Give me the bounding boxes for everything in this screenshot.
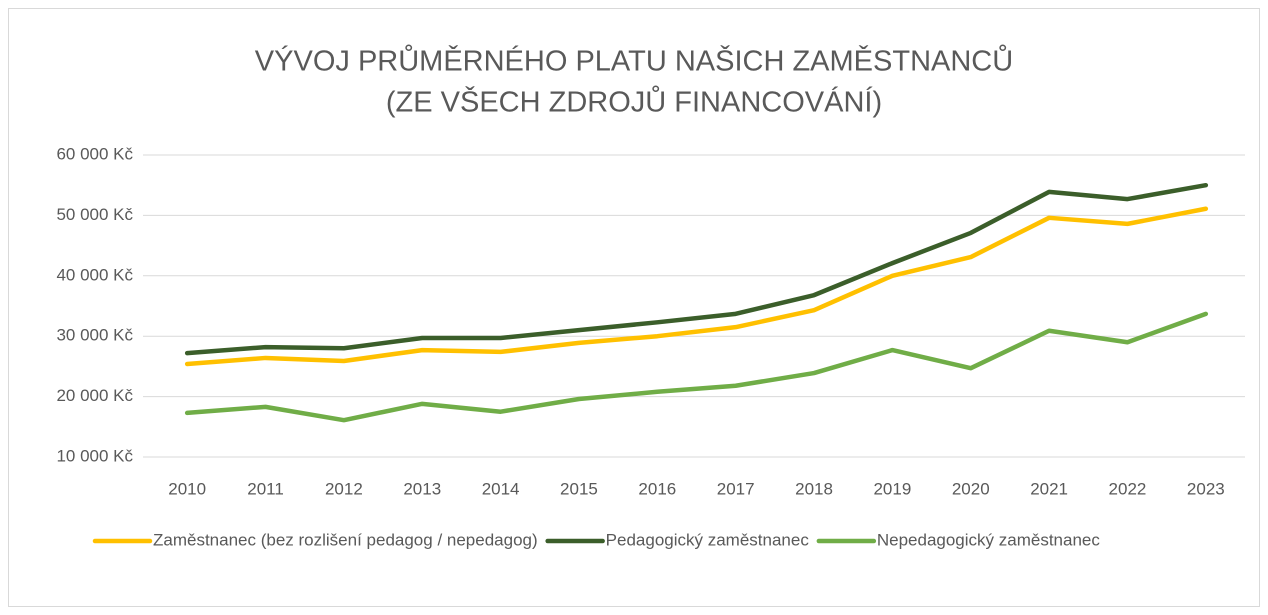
y-tick-label: 50 000 Kč <box>56 205 133 224</box>
x-tick-label: 2021 <box>1030 479 1068 498</box>
x-tick-label: 2020 <box>952 479 990 498</box>
y-tick-label: 10 000 Kč <box>56 446 133 465</box>
series-line <box>184 206 1209 367</box>
x-tick-label: 2018 <box>795 479 833 498</box>
legend-label: Zaměstnanec (bez rozlišení pedagog / nep… <box>153 530 538 549</box>
y-tick-label: 40 000 Kč <box>56 265 133 284</box>
legend-label: Nepedagogický zaměstnanec <box>877 530 1101 549</box>
x-tick-label: 2012 <box>325 479 363 498</box>
x-tick-label: 2017 <box>717 479 755 498</box>
x-tick-label: 2010 <box>168 479 206 498</box>
x-tick-label: 2023 <box>1187 479 1225 498</box>
x-tick-label: 2022 <box>1109 479 1147 498</box>
series-line <box>184 182 1209 356</box>
x-tick-label: 2019 <box>873 479 911 498</box>
chart-title: (ZE VŠECH ZDROJŮ FINANCOVÁNÍ) <box>386 85 882 119</box>
y-tick-label: 20 000 Kč <box>56 386 133 405</box>
legend-label: Pedagogický zaměstnanec <box>606 530 810 549</box>
x-tick-label: 2016 <box>638 479 676 498</box>
x-tick-label: 2015 <box>560 479 598 498</box>
chart-title: VÝVOJ PRŮMĚRNÉHO PLATU NAŠICH ZAMĚSTNANC… <box>255 44 1013 78</box>
x-tick-label: 2013 <box>403 479 441 498</box>
series-line <box>184 311 1209 423</box>
x-tick-label: 2014 <box>482 479 520 498</box>
x-tick-label: 2011 <box>247 479 284 498</box>
y-tick-label: 60 000 Kč <box>56 144 133 163</box>
y-tick-label: 30 000 Kč <box>56 326 133 345</box>
chart-border <box>8 8 1260 607</box>
